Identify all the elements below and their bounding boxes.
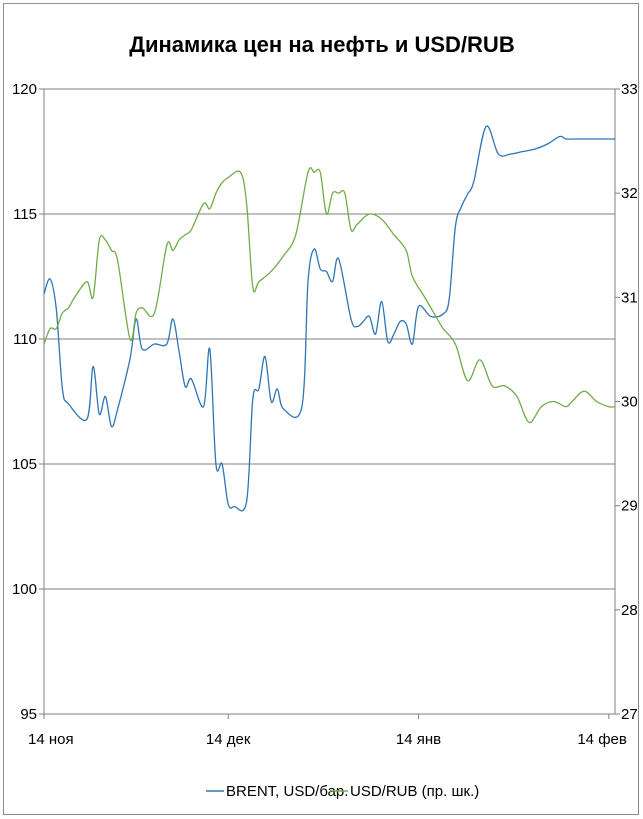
right-tick-label: 31 bbox=[621, 289, 638, 306]
chart-title: Динамика цен на нефть и USD/RUB bbox=[129, 32, 514, 57]
right-axis-ticks: 27 28 29 30 31 32 33 bbox=[615, 81, 638, 723]
right-tick-label: 33 bbox=[621, 81, 638, 98]
x-tick-label: 14 янв bbox=[396, 731, 441, 748]
left-tick-label: 110 bbox=[13, 331, 37, 348]
series-lines bbox=[43, 125, 616, 512]
left-tick-label: 95 bbox=[20, 706, 37, 723]
x-tick-label: 14 ноя bbox=[28, 731, 74, 748]
left-tick-label: 105 bbox=[12, 456, 37, 473]
left-tick-label: 115 bbox=[13, 206, 37, 223]
chart-frame bbox=[3, 3, 639, 815]
x-axis-ticks: 14 ноя 14 дек 14 янв 14 фев bbox=[28, 714, 627, 748]
right-tick-label: 30 bbox=[621, 394, 638, 411]
left-tick-label: 100 bbox=[12, 581, 37, 598]
series-line-usdrub bbox=[43, 167, 616, 423]
legend-label: BRENT, USD/бар. bbox=[226, 783, 348, 800]
left-axis-ticks: 95 100 105 110 115 120 bbox=[12, 81, 44, 723]
right-tick-label: 28 bbox=[621, 602, 638, 619]
left-tick-label: 120 bbox=[12, 81, 37, 98]
axes bbox=[43, 89, 616, 715]
gridlines bbox=[44, 88, 615, 715]
legend: BRENT, USD/бар. USD/RUB (пр. шк.) bbox=[206, 783, 479, 800]
x-tick-label: 14 дек bbox=[206, 731, 251, 748]
x-tick-label: 14 фев bbox=[577, 731, 627, 748]
legend-label: USD/RUB (пр. шк.) bbox=[350, 783, 479, 800]
right-tick-label: 27 bbox=[621, 706, 638, 723]
right-tick-label: 29 bbox=[621, 498, 638, 515]
right-tick-label: 32 bbox=[621, 185, 638, 202]
series-line-brent bbox=[43, 125, 615, 512]
